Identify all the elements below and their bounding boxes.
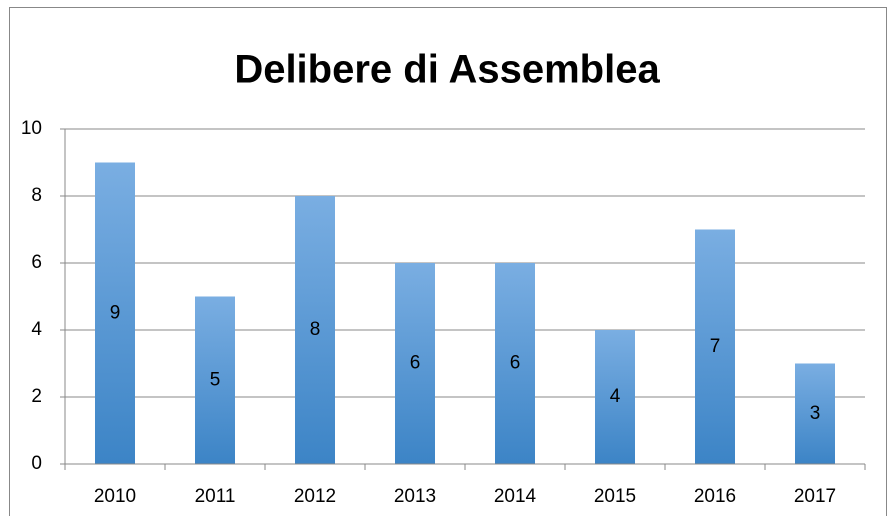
y-tick-label: 8	[31, 185, 42, 206]
data-label: 6	[410, 353, 421, 374]
y-tick-label: 0	[31, 453, 42, 474]
x-tick-label: 2014	[494, 486, 537, 507]
bar	[495, 263, 535, 464]
data-label: 5	[210, 369, 221, 390]
chart-border	[9, 7, 887, 516]
bar	[195, 296, 235, 464]
bar	[95, 162, 135, 464]
data-label: 6	[510, 353, 521, 374]
bar	[295, 196, 335, 464]
bar	[795, 363, 835, 464]
x-tick-label: 2016	[694, 486, 736, 507]
bar	[695, 229, 735, 464]
x-tick-label: 2012	[294, 486, 336, 507]
x-tick-label: 2011	[195, 486, 236, 507]
data-label: 7	[710, 336, 721, 357]
y-tick-label: 10	[21, 118, 42, 139]
y-tick-label: 6	[31, 252, 42, 273]
chart-title: Delibere di Assemblea	[234, 48, 660, 92]
x-tick-label: 2017	[794, 486, 836, 507]
x-tick-label: 2015	[594, 486, 636, 507]
y-tick-label: 4	[31, 319, 42, 340]
bar	[595, 330, 635, 464]
data-label: 4	[610, 386, 621, 407]
data-label: 3	[810, 403, 821, 424]
y-tick-label: 2	[31, 386, 42, 407]
x-tick-label: 2013	[394, 486, 436, 507]
data-label: 9	[110, 302, 121, 323]
data-label: 8	[310, 319, 321, 340]
x-tick-label: 2010	[94, 486, 136, 507]
bar	[395, 263, 435, 464]
